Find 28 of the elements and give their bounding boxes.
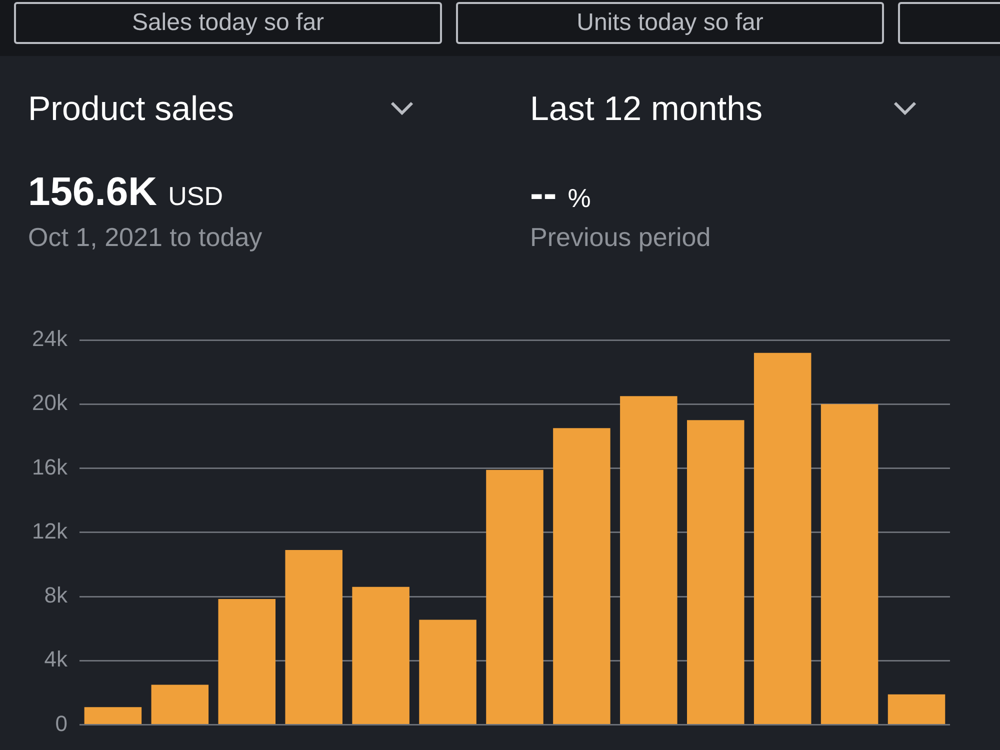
y-tick-label: 16k [32, 454, 68, 480]
y-tick-label: 24k [32, 326, 68, 352]
y-tick-label: 4k [44, 646, 68, 672]
text: Sales today so far [14, 2, 442, 44]
bar [553, 428, 610, 724]
bar [820, 404, 878, 724]
text: 156.6K USD [28, 170, 224, 215]
y-tick-label: 0 [55, 710, 68, 736]
bar [620, 396, 678, 724]
text: Previous period [530, 222, 711, 253]
text: Oct 1, 2021 to today [28, 222, 262, 253]
bar [486, 470, 544, 724]
text: -- % [530, 172, 591, 217]
chart-subtitle: Last 12 months [530, 90, 762, 129]
bar [352, 586, 410, 724]
bar [754, 352, 812, 724]
y-tick-label: 8k [44, 582, 68, 608]
y-tick-label: 20k [32, 390, 68, 416]
bar [84, 707, 142, 724]
bar [888, 694, 946, 724]
bar [285, 550, 342, 724]
chart-title: Product sales [28, 90, 234, 129]
bar [687, 420, 744, 724]
bar [151, 684, 209, 724]
bar [419, 620, 476, 724]
bar [218, 598, 276, 724]
y-tick-label: 12k [32, 518, 68, 544]
text: Units today so far [456, 2, 884, 44]
